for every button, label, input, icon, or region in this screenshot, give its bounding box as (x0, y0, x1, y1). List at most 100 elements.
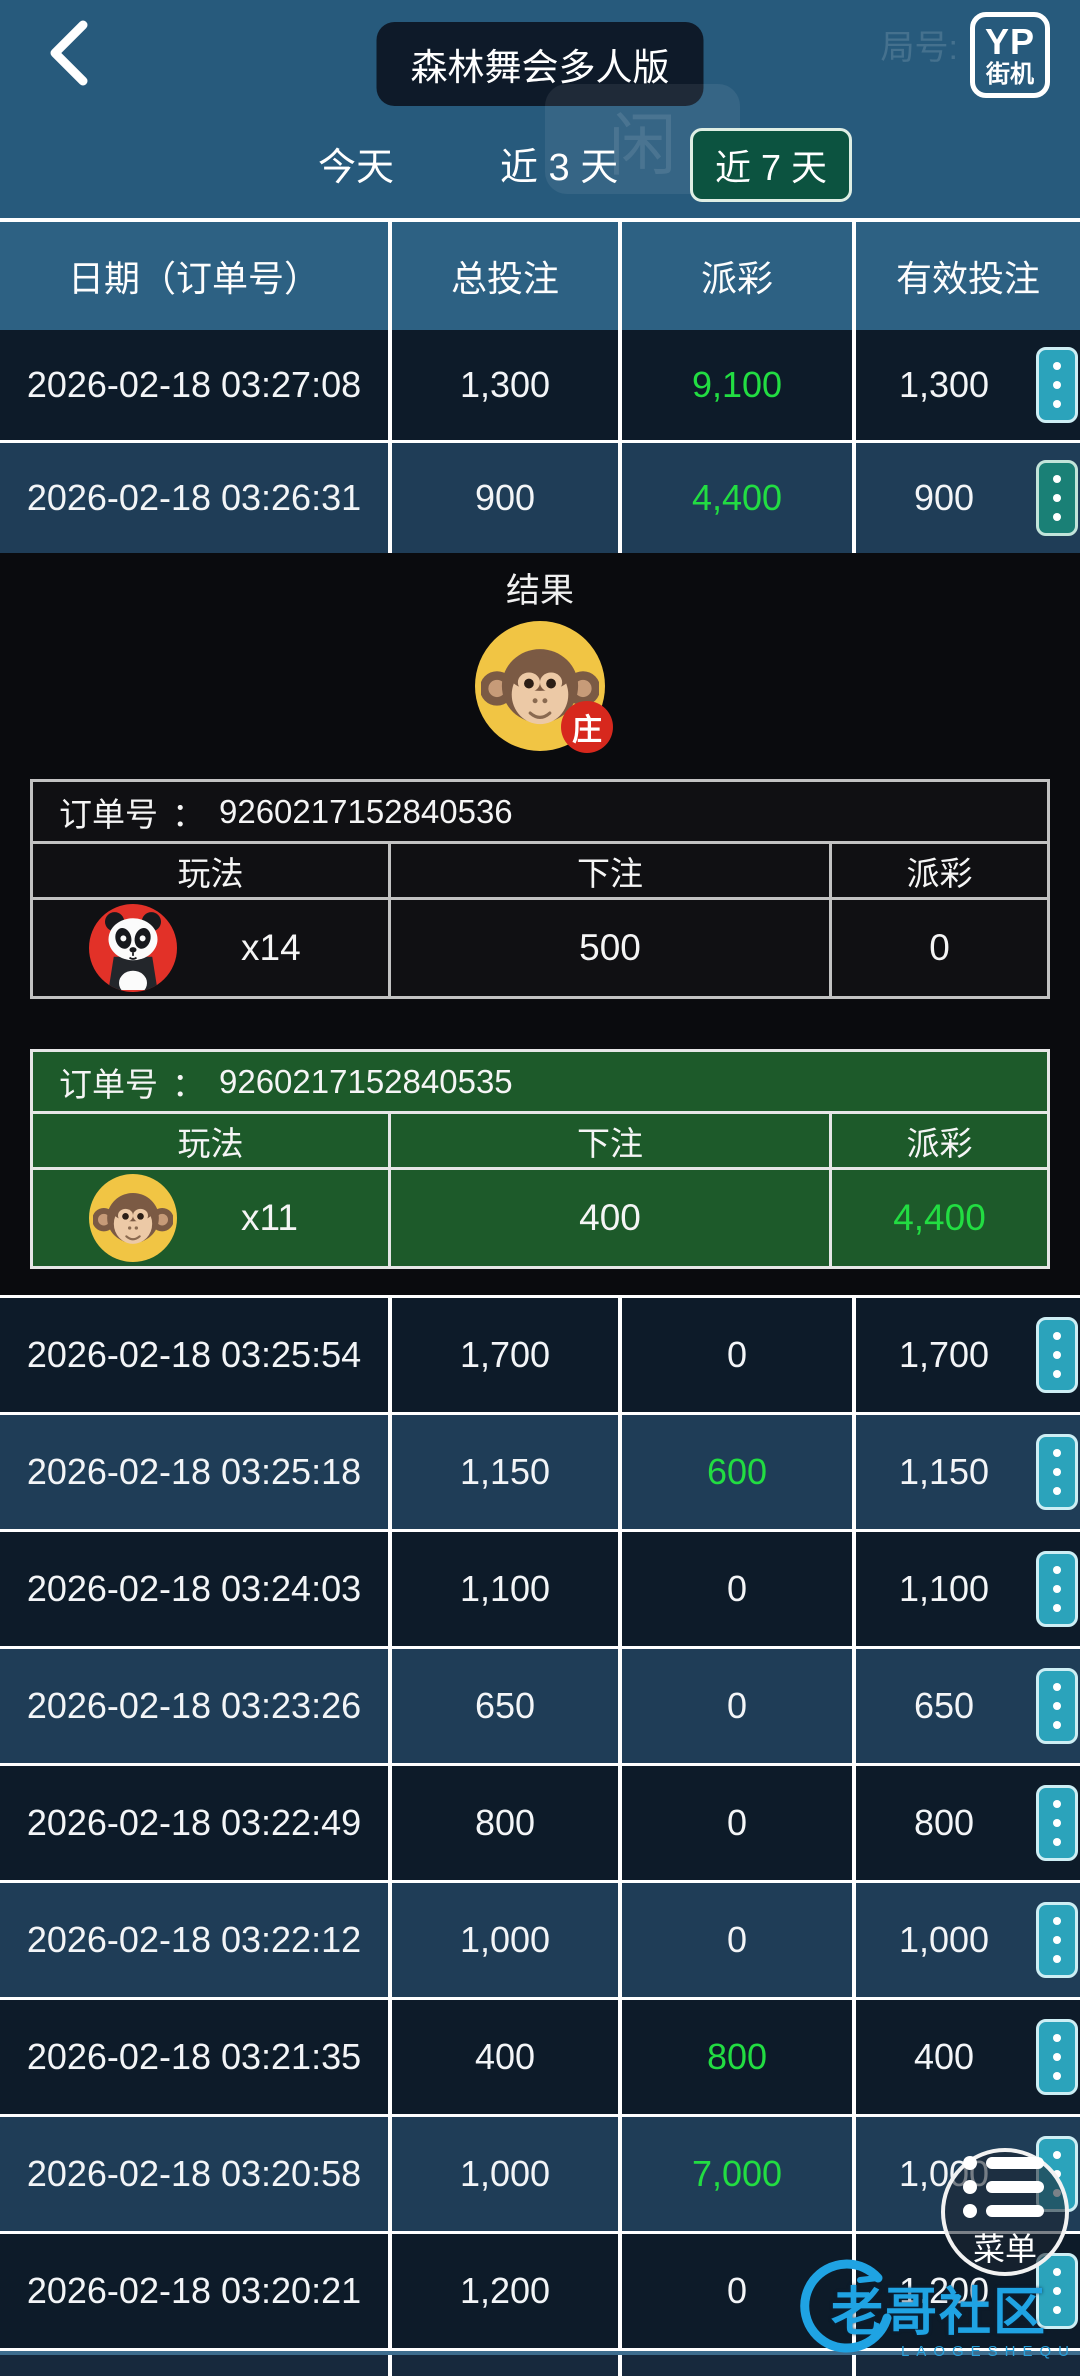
total-bet-value: 1,150 (388, 1415, 618, 1529)
menu-fab-label: 菜单 (972, 2231, 1037, 2267)
table-row[interactable]: 2026-02-18 03:20:21 1,200 0 1,200 (0, 2234, 1080, 2351)
total-bet-value: 1,200 (388, 2234, 618, 2348)
payout-amount: 0 (829, 900, 1047, 996)
col-bet: 下注 (388, 844, 829, 897)
order-rows-list: 2026-02-18 03:27:08 1,300 9,100 1,300 20… (0, 330, 1080, 2351)
order-number-colon: ： (172, 1065, 205, 1103)
payout-value: 9,100 (618, 330, 852, 440)
row-menu-button[interactable] (1036, 1902, 1078, 1978)
valid-bet-value: 1,300 (852, 330, 1080, 440)
order-number-row: 订单号 ： 9260217152840535 (33, 1052, 1047, 1114)
order-detail-table: 订单号 ： 9260217152840535 玩法 下注 派彩 (30, 1049, 1050, 1269)
total-bet-value: 1,300 (388, 330, 618, 440)
valid-bet-value: 1,700 (852, 1298, 1080, 1412)
valid-bet-value: 800 (852, 1766, 1080, 1880)
col-payout: 派彩 (829, 1114, 1047, 1167)
tab-today[interactable]: 今天 (318, 136, 394, 191)
row-menu-button[interactable] (1036, 2253, 1078, 2329)
logo-text-top: YP (984, 20, 1036, 62)
order-date: 2026-02-18 03:26:31 (26, 477, 362, 518)
logo-text-bottom: 街机 (986, 60, 1034, 88)
row-menu-button[interactable] (1036, 1317, 1078, 1393)
row-menu-button[interactable] (1036, 1785, 1078, 1861)
payout-value: 0 (618, 1532, 852, 1646)
order-date: 2026-02-18 03:23:26 (26, 1685, 362, 1726)
result-avatar: 庄 (475, 621, 613, 753)
table-row[interactable]: 2026-02-18 03:27:08 1,300 9,100 1,300 (0, 330, 1080, 443)
table-row[interactable]: 2026-02-18 03:22:12 1,000 0 1,000 (0, 1883, 1080, 2000)
total-bet-value: 1,700 (388, 1298, 618, 1412)
payout-value: 0 (618, 1298, 852, 1412)
row-menu-button[interactable] (1036, 2019, 1078, 2095)
tab-last-7-days[interactable]: 近 7 天 (690, 128, 853, 202)
row-menu-button[interactable] (1036, 1551, 1078, 1627)
order-table-row: x11 400 4,400 (33, 1170, 1047, 1266)
order-detail-panel: 结果 庄 订单号 (0, 553, 1080, 1298)
table-row[interactable]: 2026-02-18 03:25:54 1,700 0 1,700 (0, 1298, 1080, 1415)
play-multiplier: x11 (241, 1197, 298, 1238)
payout-value: 0 (618, 1649, 852, 1763)
row-menu-button[interactable] (1036, 460, 1078, 536)
col-payout: 派彩 (829, 844, 1047, 897)
row-menu-button[interactable] (1036, 1434, 1078, 1510)
order-date: 2026-02-18 03:25:18 (26, 1451, 362, 1492)
order-date: 2026-02-18 03:20:58 (26, 2153, 362, 2194)
list-menu-icon (963, 2156, 1044, 2218)
menu-fab-button[interactable]: 菜单 (941, 2148, 1069, 2276)
col-bet: 下注 (388, 1114, 829, 1167)
payout-value: 0 (618, 2234, 852, 2348)
bet-amount: 500 (388, 900, 829, 996)
play-multiplier: x14 (241, 927, 301, 968)
page-title: 森林舞会多人版 (376, 22, 704, 106)
total-bet-value: 900 (388, 443, 618, 553)
total-bet-value: 1,100 (388, 1532, 618, 1646)
table-row[interactable]: 2026-02-18 03:24:03 1,100 0 1,100 (0, 1532, 1080, 1649)
valid-bet-value: 1,200 (852, 2234, 1080, 2348)
result-label: 结果 (506, 572, 574, 610)
order-number-row: 订单号 ： 9260217152840536 (33, 782, 1047, 844)
valid-bet-value: 900 (852, 443, 1080, 553)
yp-arcade-logo: YP 街机 (970, 12, 1050, 98)
order-date: 2026-02-18 03:22:49 (26, 1802, 362, 1843)
order-number-colon: ： (172, 795, 205, 833)
monkey-icon (89, 1174, 177, 1262)
order-date: 2026-02-18 03:22:12 (26, 1919, 362, 1960)
total-bet-value: 800 (388, 1766, 618, 1880)
panda-icon (89, 904, 177, 992)
total-bet-value: 400 (388, 2000, 618, 2114)
back-button[interactable] (40, 18, 100, 90)
chevron-left-icon (50, 20, 88, 86)
bet-amount: 400 (388, 1170, 829, 1266)
table-row[interactable]: 2026-02-18 03:22:49 800 0 800 (0, 1766, 1080, 1883)
row-menu-button[interactable] (1036, 347, 1078, 423)
table-row[interactable]: 2026-02-18 03:25:18 1,150 600 1,150 (0, 1415, 1080, 1532)
order-number-value: 9260217152840535 (219, 1062, 513, 1100)
col-header-valid-bet: 有效投注 (852, 222, 1080, 330)
col-play: 玩法 (177, 854, 244, 892)
table-header: 日期（订单号） 总投注 派彩 有效投注 (0, 218, 1080, 330)
total-bet-value: 1,000 (388, 1883, 618, 1997)
payout-amount: 4,400 (829, 1170, 1047, 1266)
payout-value: 0 (618, 1766, 852, 1880)
valid-bet-value: 650 (852, 1649, 1080, 1763)
valid-bet-value: 1,000 (852, 1883, 1080, 1997)
banker-badge: 庄 (561, 701, 613, 753)
order-date: 2026-02-18 03:21:35 (26, 2036, 362, 2077)
order-date: 2026-02-18 03:24:03 (26, 1568, 362, 1609)
topbar: 局号: 森林舞会多人版 YP 街机 闲 今天 近 3 天 近 7 天 (0, 0, 1080, 218)
order-date: 2026-02-18 03:20:21 (26, 2270, 362, 2311)
order-number-value: 9260217152840536 (219, 792, 513, 830)
valid-bet-value: 1,100 (852, 1532, 1080, 1646)
table-row[interactable]: 2026-02-18 03:23:26 650 0 650 (0, 1649, 1080, 1766)
payout-value: 7,000 (618, 2117, 852, 2231)
payout-value: 600 (618, 1415, 852, 1529)
table-row[interactable]: 2026-02-18 03:26:31 900 4,400 900 (0, 443, 1080, 553)
order-table-row: x14 500 0 (33, 900, 1047, 996)
row-menu-button[interactable] (1036, 1668, 1078, 1744)
table-row[interactable]: 2026-02-18 03:20:58 1,000 7,000 1,000 (0, 2117, 1080, 2234)
table-row[interactable]: 2026-02-18 03:21:35 400 800 400 (0, 2000, 1080, 2117)
order-date: 2026-02-18 03:25:54 (26, 1334, 362, 1375)
tab-last-3-days[interactable]: 近 3 天 (500, 136, 618, 191)
col-header-payout: 派彩 (618, 222, 852, 330)
